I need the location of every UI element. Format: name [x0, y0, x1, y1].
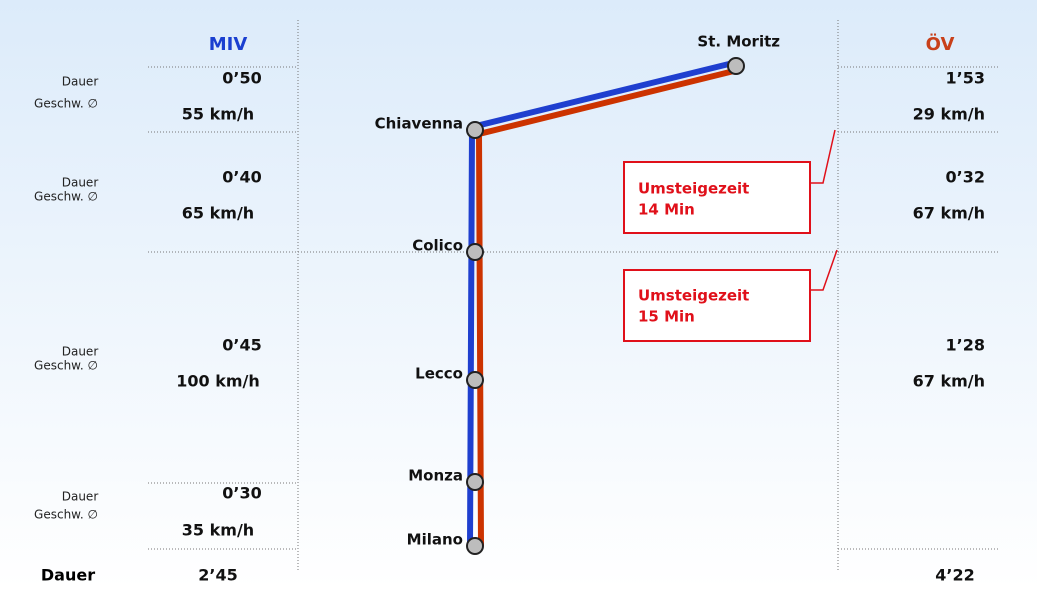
miv-speed: 100 km/h — [176, 372, 260, 391]
transfer-text: 14 Min — [638, 201, 695, 219]
oev-time: 1’53 — [946, 69, 985, 88]
transfer-text: 15 Min — [638, 308, 695, 326]
miv-speed: 65 km/h — [182, 204, 254, 223]
grid — [148, 20, 1000, 570]
label-speed: Geschw. ∅ — [34, 190, 98, 204]
oev-speed: 29 km/h — [913, 105, 985, 124]
miv-time: 0’30 — [222, 484, 261, 503]
oev-speed: 67 km/h — [913, 372, 985, 391]
label-speed: Geschw. ∅ — [34, 508, 98, 522]
station-node — [466, 121, 484, 139]
miv-time: 0’50 — [222, 69, 261, 88]
miv-time: 0’40 — [222, 168, 261, 187]
total-miv: 2’45 — [198, 566, 237, 585]
label-speed: Geschw. ∅ — [34, 359, 98, 373]
label-speed: Geschw. ∅ — [34, 97, 98, 111]
header-oev: ÖV — [926, 33, 955, 55]
oev-speed: 67 km/h — [913, 204, 985, 223]
oev-time: 0’32 — [946, 168, 985, 187]
miv-speed: 35 km/h — [182, 521, 254, 540]
station-label: St. Moritz — [697, 33, 780, 51]
total-oev: 4’22 — [935, 566, 974, 585]
label-dauer: Dauer — [62, 490, 99, 504]
station-label: Monza — [408, 467, 463, 485]
station-label: Chiavenna — [375, 115, 463, 133]
label-dauer: Dauer — [62, 75, 99, 89]
total-label: Dauer — [41, 566, 95, 585]
miv-speed: 55 km/h — [182, 105, 254, 124]
transfer-text: Umsteigezeit — [638, 180, 749, 198]
station-label: Milano — [407, 531, 463, 549]
station-node — [466, 243, 484, 261]
station-node — [466, 473, 484, 491]
oev-time: 1’28 — [946, 336, 985, 355]
station-node — [466, 537, 484, 555]
stations: St. Moritz Chiavenna Colico Lecco Monza Milan… — [375, 33, 780, 555]
transfer-text: Umsteigezeit — [638, 287, 749, 305]
station-node — [466, 371, 484, 389]
transfer-callouts: Umsteigezeit 14 Min Umsteigezeit 15 Min — [623, 129, 838, 342]
station-label: Colico — [412, 237, 463, 255]
label-dauer: Dauer — [62, 345, 99, 359]
miv-time: 0’45 — [222, 336, 261, 355]
station-node — [727, 57, 745, 75]
label-dauer: Dauer — [62, 176, 99, 190]
station-label: Lecco — [415, 365, 463, 383]
header-miv: MIV — [209, 34, 248, 55]
